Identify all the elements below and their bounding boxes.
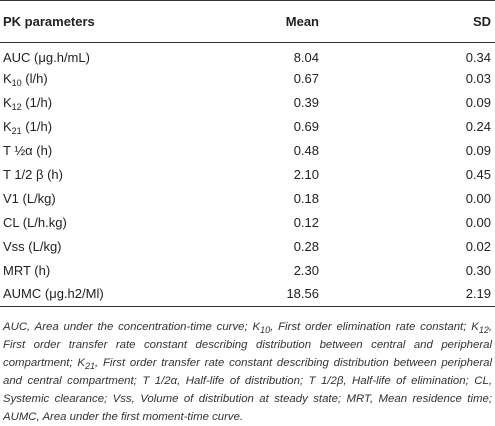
row-sd: 0.30 [465, 263, 491, 278]
table-row: T ½α (h) 0.48 0.09 [0, 139, 495, 163]
row-parameter: AUMC (μg.h2/Ml) [0, 282, 233, 307]
header-sd: SD [319, 0, 495, 43]
footnote-sub-21: 21 [85, 361, 96, 371]
row-sd: 0.24 [465, 119, 491, 134]
footnote-text-4: , First order transfer rate constant des… [3, 357, 492, 423]
row-mean: 18.56 [233, 282, 319, 307]
row-mean: 0.67 [293, 71, 319, 86]
parameter-label: V1 (L/kg) [3, 191, 56, 206]
row-mean: 0.39 [293, 95, 319, 110]
row-mean: 0.28 [293, 239, 319, 254]
table-row: K21 (1/h) 0.69 0.24 [0, 115, 495, 139]
row-sd: 2.19 [319, 282, 495, 307]
row-parameter: CL (L/h.kg) [0, 211, 233, 235]
parameter-unit: (l/h) [21, 71, 48, 86]
row-mean: 0.69 [293, 119, 319, 134]
table-header: PK parameters Mean SD [0, 0, 495, 43]
row-mean: 2.30 [293, 263, 319, 278]
table-row: Vss (L/kg) 0.28 0.02 [0, 235, 495, 259]
row-mean: 0.48 [293, 143, 319, 158]
footnote-sub-10: 10 [260, 325, 271, 335]
row-sd: 0.34 [465, 50, 491, 66]
parameter-subscript: 21 [11, 126, 22, 136]
row-parameter: Vss (L/kg) [0, 235, 233, 259]
parameter-label: T 1/2 β (h) [3, 167, 63, 182]
parameter-label: AUC (μg.h/mL) [3, 50, 90, 66]
footnote-text-1: AUC, Area under the concentration-time c… [3, 321, 261, 333]
parameter-unit: (1/h) [21, 119, 53, 134]
row-sd: 0.00 [465, 215, 491, 230]
footnote-text-2: , First order elimination rate constant;… [270, 321, 479, 333]
table-row: T 1/2 β (h) 2.10 0.45 [0, 163, 495, 187]
row-sd: 0.03 [465, 71, 491, 86]
parameter-label: K [3, 119, 12, 134]
table-footnote: AUC, Area under the concentration-time c… [3, 318, 492, 426]
parameter-label: K [3, 95, 12, 110]
parameter-label: T ½α (h) [3, 143, 53, 158]
footnote-sub-12: 12 [478, 325, 489, 335]
row-parameter: T ½α (h) [0, 139, 233, 163]
parameter-label: K [3, 71, 12, 86]
row-parameter: T 1/2 β (h) [0, 163, 233, 187]
table-row: V1 (L/kg) 0.18 0.00 [0, 187, 495, 211]
row-parameter: K10 (l/h) [0, 67, 233, 91]
parameter-label: MRT (h) [3, 263, 51, 278]
table-row: AUMC (μg.h2/Ml) 18.56 2.19 [0, 282, 495, 307]
parameter-label: CL (L/h.kg) [3, 215, 67, 230]
header-mean: Mean [233, 0, 319, 43]
table-row: K12 (1/h) 0.39 0.09 [0, 91, 495, 115]
row-sd: 0.45 [465, 167, 491, 182]
pk-parameters-table: PK parameters Mean SD AUC (μg.h/mL) 8.04 0… [0, 0, 495, 307]
parameter-subscript: 12 [11, 102, 22, 112]
row-parameter: V1 (L/kg) [0, 187, 233, 211]
row-mean: 0.12 [293, 215, 319, 230]
row-parameter: K21 (1/h) [0, 115, 233, 139]
row-mean: 2.10 [293, 167, 319, 182]
row-parameter: AUC (μg.h/mL) [0, 43, 233, 67]
row-mean: 0.18 [293, 191, 319, 206]
row-parameter: K12 (1/h) [0, 91, 233, 115]
table-row: MRT (h) 2.30 0.30 [0, 259, 495, 283]
parameter-subscript: 10 [11, 78, 22, 88]
row-sd: 0.09 [465, 95, 491, 110]
table-row: AUC (μg.h/mL) 8.04 0.34 [0, 43, 495, 67]
table-row: CL (L/h.kg) 0.12 0.00 [0, 211, 495, 235]
parameter-label: AUMC (μg.h2/Ml) [3, 285, 104, 301]
header-row: PK parameters Mean SD [0, 0, 495, 43]
row-sd: 0.02 [465, 239, 491, 254]
footnote-text-3: , First order transfer rate constant des… [3, 321, 492, 369]
table-row: K10 (l/h) 0.67 0.03 [0, 67, 495, 91]
row-sd: 0.09 [465, 143, 491, 158]
row-sd: 0.00 [465, 191, 491, 206]
parameter-label: Vss (L/kg) [3, 239, 62, 254]
row-mean: 8.04 [293, 50, 319, 66]
table-body: AUC (μg.h/mL) 8.04 0.34 K10 (l/h) 0.67 0.03 K1… [0, 43, 495, 307]
header-pk-parameters: PK parameters [0, 0, 233, 43]
parameter-unit: (1/h) [21, 95, 53, 110]
row-parameter: MRT (h) [0, 259, 233, 283]
